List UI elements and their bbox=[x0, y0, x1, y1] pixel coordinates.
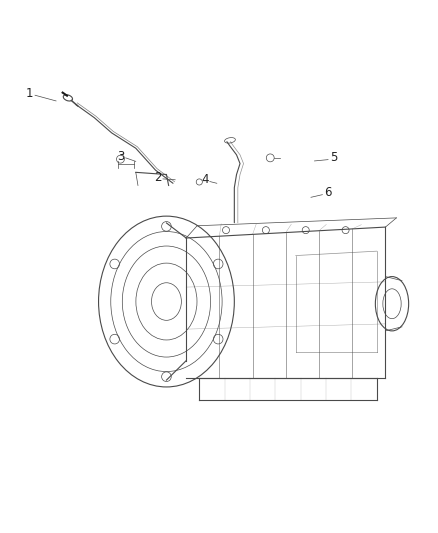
Text: 5: 5 bbox=[330, 151, 337, 164]
Text: 3: 3 bbox=[117, 150, 124, 163]
Text: 4: 4 bbox=[201, 173, 209, 186]
Text: 2: 2 bbox=[154, 171, 162, 184]
Text: 6: 6 bbox=[324, 187, 332, 199]
Text: 1: 1 bbox=[25, 87, 33, 100]
